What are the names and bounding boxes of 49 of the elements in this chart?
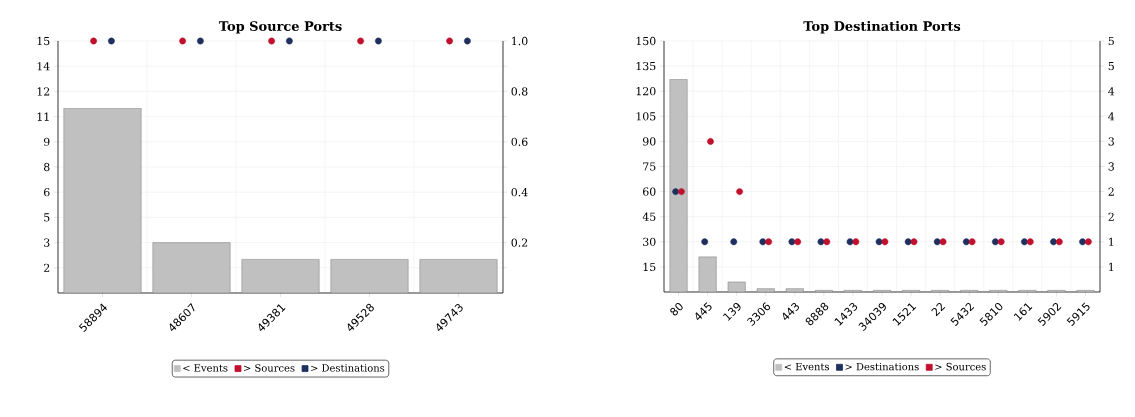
x-tick-label: 139 xyxy=(723,303,741,321)
x-tick-label: 161 xyxy=(1013,303,1033,321)
y-tick-label: 8 xyxy=(43,162,50,172)
y-tick-label: 15 xyxy=(643,262,656,272)
y2-tick-label: 0.6 xyxy=(511,137,528,146)
y2-tick-label: 1 xyxy=(1109,237,1114,246)
y2-tick-label: 2 xyxy=(1108,212,1114,221)
legend-label: > Destinations xyxy=(845,362,919,371)
legend-label: > Sources xyxy=(244,364,295,372)
y-tick-label: 135 xyxy=(636,61,656,71)
y-tick-label: 30 xyxy=(643,237,656,246)
y-tick-label: 45 xyxy=(642,212,656,221)
y2-tick-label: 0.8 xyxy=(511,87,528,96)
y2-tick-label: 1 xyxy=(1109,262,1114,271)
y-tick-label: 60 xyxy=(643,187,656,196)
y2-tick-label: 1.0 xyxy=(512,36,528,46)
y-tick-label: 120 xyxy=(636,87,656,96)
y2-tick-label: 4 xyxy=(1108,87,1115,96)
y2-tick-label: 2 xyxy=(1108,187,1114,196)
y2-tick-label: 3 xyxy=(1108,162,1114,171)
y-tick-label: 2 xyxy=(44,263,50,272)
y-tick-label: 5 xyxy=(44,213,50,222)
y-tick-label: 12 xyxy=(37,87,50,96)
legend-label: < Events xyxy=(183,364,228,372)
y2-tick-label: 0.2 xyxy=(511,238,528,247)
y-tick-label: 14 xyxy=(37,62,50,71)
y-tick-label: 3 xyxy=(44,238,50,247)
y-tick-label: 6 xyxy=(43,188,50,197)
legend-label: > Destinations xyxy=(311,364,385,372)
y-tick-label: 90 xyxy=(642,137,656,146)
y2-tick-label: 4 xyxy=(1108,112,1115,121)
y2-tick-label: 3 xyxy=(1108,137,1114,146)
x-tick-label: 22 xyxy=(931,303,946,317)
chart-title: Top Source Ports xyxy=(218,21,342,34)
chart-title: Top Destination Ports xyxy=(803,20,961,34)
x-tick-label: 443 xyxy=(782,302,800,321)
y-tick-label: 15 xyxy=(37,36,50,46)
y-tick-label: 11 xyxy=(37,112,49,121)
y2-tick-label: 0.4 xyxy=(511,188,528,197)
y-tick-label: 9 xyxy=(43,137,50,146)
legend-label: > Sources xyxy=(935,362,986,371)
y2-tick-label: 5 xyxy=(1108,62,1114,71)
x-tick-label: 80 xyxy=(670,302,683,316)
y-tick-label: 150 xyxy=(636,36,656,46)
y-tick-label: 75 xyxy=(643,162,656,171)
x-tick-label: 445 xyxy=(695,302,712,320)
y2-tick-label: 5 xyxy=(1108,36,1114,46)
y-tick-label: 105 xyxy=(636,112,656,121)
legend-label: < Events xyxy=(784,362,830,371)
